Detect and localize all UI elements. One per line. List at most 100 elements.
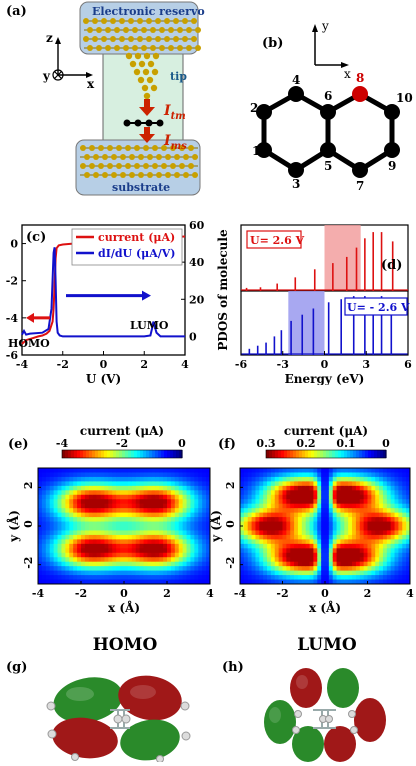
heat-cell bbox=[198, 481, 203, 487]
heat-cell bbox=[170, 526, 176, 531]
heat-cell bbox=[38, 472, 43, 478]
heat-cell bbox=[359, 521, 365, 527]
heat-cell bbox=[190, 548, 195, 554]
lattice-atom bbox=[195, 45, 201, 51]
heat-cell bbox=[151, 575, 156, 581]
heat-cell bbox=[135, 570, 141, 576]
heat-cell bbox=[147, 561, 152, 567]
colorbar-cell bbox=[107, 450, 111, 458]
heat-cell bbox=[127, 512, 133, 518]
heat-cell bbox=[386, 579, 392, 585]
heat-cell bbox=[159, 490, 164, 496]
heat-cell bbox=[263, 499, 268, 505]
heat-cell bbox=[167, 476, 172, 482]
heat-cell bbox=[243, 485, 249, 491]
heat-cell bbox=[247, 472, 253, 478]
heat-cell bbox=[57, 472, 62, 478]
heat-cell bbox=[286, 472, 291, 478]
atom-3 bbox=[288, 162, 304, 178]
heat-cell bbox=[390, 517, 396, 523]
heat-cell bbox=[367, 485, 372, 491]
atom-2 bbox=[256, 104, 272, 120]
heat-cell bbox=[45, 490, 51, 496]
heat-cell bbox=[104, 579, 109, 585]
heat-cell bbox=[116, 543, 121, 549]
heat-cell bbox=[124, 517, 129, 523]
heat-cell bbox=[278, 512, 283, 518]
heat-cell bbox=[352, 494, 357, 500]
heat-cell bbox=[135, 530, 141, 536]
heat-cell bbox=[186, 499, 191, 505]
heat-cell bbox=[170, 494, 176, 500]
heat-cell bbox=[348, 494, 353, 500]
lattice-atom bbox=[110, 18, 116, 24]
heat-cell bbox=[178, 468, 184, 473]
heat-cell bbox=[394, 472, 399, 478]
bias-box-negative bbox=[344, 297, 408, 316]
heat-cell bbox=[363, 472, 368, 478]
colorbar-cell bbox=[353, 450, 357, 458]
heat-cell bbox=[301, 548, 307, 554]
heat-cell bbox=[84, 526, 90, 531]
heat-cell bbox=[390, 503, 396, 509]
heat-cell bbox=[127, 521, 133, 527]
heat-cell bbox=[159, 539, 164, 545]
heat-cell bbox=[375, 468, 380, 473]
heat-cell bbox=[120, 490, 125, 496]
heat-cell bbox=[375, 481, 380, 487]
heat-cell bbox=[270, 539, 276, 545]
heat-cell bbox=[386, 575, 392, 581]
heat-cell bbox=[398, 526, 403, 531]
heat-cell bbox=[135, 517, 141, 523]
heat-cell bbox=[290, 490, 295, 496]
heat-cell bbox=[247, 499, 253, 505]
heat-cell bbox=[182, 539, 188, 545]
heat-cell bbox=[348, 472, 353, 478]
heat-cell bbox=[182, 521, 188, 527]
heat-cell bbox=[325, 566, 330, 572]
heat-cell bbox=[379, 543, 384, 549]
heat-cell bbox=[359, 561, 365, 567]
heat-cell bbox=[163, 472, 168, 478]
heat-cell bbox=[305, 534, 311, 540]
heat-cell bbox=[57, 521, 62, 527]
heat-cell bbox=[325, 570, 330, 576]
heat-cell bbox=[309, 476, 314, 482]
heat-cell bbox=[359, 476, 365, 482]
heat-cell bbox=[88, 539, 94, 545]
heat-cell bbox=[301, 539, 307, 545]
heat-cell bbox=[243, 526, 249, 531]
heat-cell bbox=[355, 508, 361, 514]
heat-cell bbox=[309, 485, 314, 491]
heat-cell bbox=[100, 557, 105, 563]
heat-cell bbox=[186, 490, 191, 496]
heat-cell bbox=[61, 575, 66, 581]
lattice-atom bbox=[96, 27, 102, 33]
heat-cell bbox=[65, 543, 70, 549]
heat-cell bbox=[274, 476, 280, 482]
heat-cell bbox=[336, 539, 341, 545]
lattice-atom bbox=[150, 27, 156, 33]
heat-cell bbox=[73, 526, 78, 531]
heat-cell bbox=[100, 548, 105, 554]
heat-cell bbox=[240, 579, 245, 585]
heat-cell bbox=[255, 490, 260, 496]
heat-cell bbox=[49, 490, 55, 496]
lattice-atom bbox=[183, 154, 189, 160]
lattice-atom bbox=[92, 18, 98, 24]
heat-cell bbox=[290, 476, 295, 482]
heat-cell bbox=[344, 476, 349, 482]
heat-cell bbox=[328, 543, 334, 549]
heat-cell bbox=[247, 575, 253, 581]
heat-cell bbox=[274, 534, 280, 540]
heat-cell bbox=[270, 481, 276, 487]
reservoir-lattice bbox=[83, 18, 201, 51]
heat-cell bbox=[371, 579, 376, 585]
x-axis-label: x (Å) bbox=[309, 600, 341, 615]
heat-cell bbox=[92, 539, 98, 545]
heat-cell bbox=[355, 557, 361, 563]
heat-cell bbox=[240, 490, 245, 496]
heat-cell bbox=[274, 499, 280, 505]
heat-cell bbox=[328, 499, 334, 505]
heat-cell bbox=[390, 494, 396, 500]
